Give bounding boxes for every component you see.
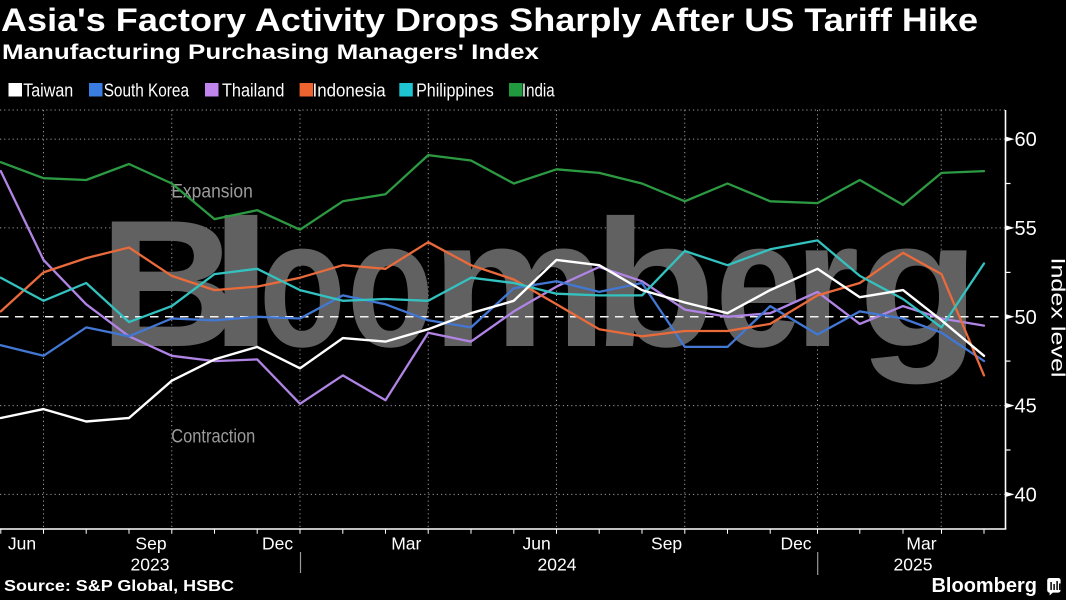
svg-text:India: India — [522, 81, 556, 101]
svg-text:60: 60 — [1015, 129, 1037, 151]
svg-text:Taiwan: Taiwan — [23, 81, 73, 101]
svg-text:Mar: Mar — [906, 534, 936, 554]
svg-text:Sep: Sep — [135, 534, 166, 554]
svg-text:Manufacturing Purchasing Manag: Manufacturing Purchasing Managers' Index — [2, 41, 539, 64]
svg-text:Dec: Dec — [780, 534, 811, 554]
svg-text:50: 50 — [1015, 307, 1037, 329]
svg-text:South Korea: South Korea — [104, 81, 190, 101]
svg-text:g: g — [858, 183, 980, 385]
svg-text:Indonesia: Indonesia — [313, 81, 387, 101]
svg-text:Contraction: Contraction — [171, 427, 255, 448]
svg-text:r: r — [795, 183, 860, 385]
svg-text:o: o — [347, 183, 434, 385]
svg-text:Philippines: Philippines — [416, 81, 494, 101]
svg-text:Dec: Dec — [262, 534, 293, 554]
svg-text:Bloomberg: Bloomberg — [932, 574, 1038, 597]
svg-text:2024: 2024 — [538, 555, 577, 575]
svg-text:2025: 2025 — [894, 555, 933, 575]
svg-text:Expansion: Expansion — [171, 182, 253, 203]
svg-text:Mar: Mar — [391, 534, 421, 554]
svg-text:Index level: Index level — [1047, 258, 1066, 378]
svg-text:Jun: Jun — [522, 534, 550, 554]
svg-text:55: 55 — [1015, 218, 1037, 240]
svg-text:40: 40 — [1015, 485, 1037, 507]
svg-text:Thailand: Thailand — [222, 81, 284, 101]
svg-text:Jun: Jun — [8, 534, 36, 554]
svg-text:Asia's Factory Activity Drops: Asia's Factory Activity Drops Sharply Af… — [1, 2, 978, 38]
svg-text:2023: 2023 — [131, 555, 170, 575]
svg-text:B: B — [99, 183, 238, 385]
svg-text:Source: S&P Global, HSBC: Source: S&P Global, HSBC — [4, 578, 234, 595]
svg-text:45: 45 — [1015, 396, 1037, 418]
svg-text:Sep: Sep — [651, 534, 682, 554]
svg-text:e: e — [715, 183, 801, 385]
